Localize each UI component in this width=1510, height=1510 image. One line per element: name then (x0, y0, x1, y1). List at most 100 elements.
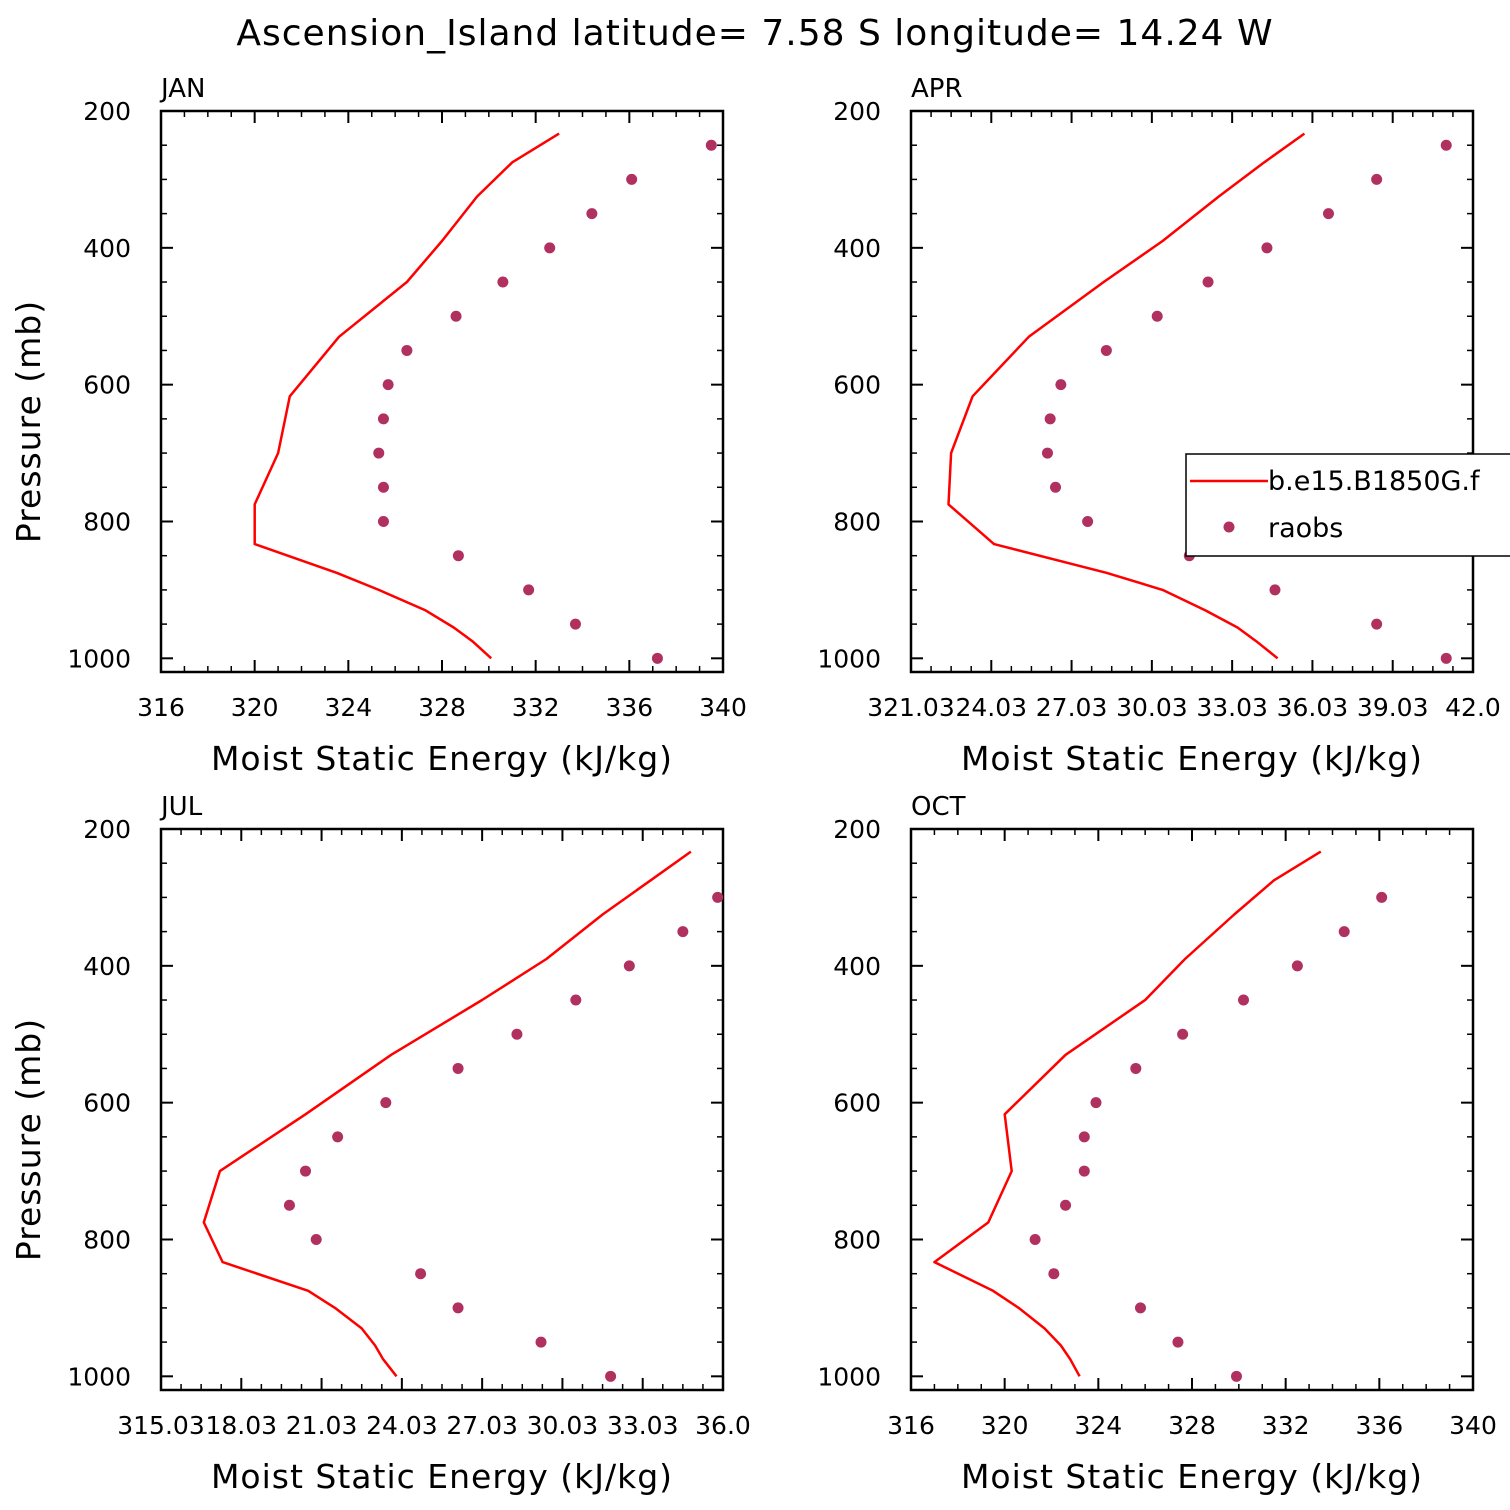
y-tick-label: 1000 (817, 644, 881, 673)
raobs-point (497, 276, 509, 288)
y-tick-label: 200 (83, 97, 131, 126)
y-tick-label: 600 (83, 1089, 131, 1118)
y-axis-label: Pressure (mb) (9, 1018, 48, 1261)
raobs-point (1371, 173, 1383, 185)
x-tick-label: 324 (1074, 1411, 1122, 1440)
raobs-point (310, 1233, 322, 1245)
plot-frame (909, 827, 1475, 1392)
raobs-point (1044, 413, 1056, 425)
raobs-point (415, 1268, 427, 1280)
raobs-point (1322, 208, 1334, 220)
raobs-point (1440, 139, 1452, 151)
x-tick-label: 336 (605, 693, 653, 722)
raobs-point (1261, 242, 1273, 254)
raobs-point (511, 1028, 523, 1040)
chart-title: Ascension_Island latitude= 7.58 S longit… (236, 13, 1273, 54)
y-tick-label: 400 (83, 952, 131, 981)
raobs-point (623, 960, 635, 972)
plot-frame (909, 109, 1475, 674)
x-tick-label: 33.03 (1196, 693, 1268, 722)
raobs-point (1371, 618, 1383, 630)
raobs-point (450, 310, 462, 322)
x-tick-label: 320 (231, 693, 279, 722)
x-axis-label: Moist Static Energy (kJ/kg) (961, 739, 1423, 778)
raobs-point (382, 379, 394, 391)
x-tick-label: 315.03 (117, 1411, 204, 1440)
panel-label: APR (911, 74, 963, 104)
legend: b.e15.B1850G.f raobs (1185, 453, 1510, 557)
raobs-point (1100, 344, 1112, 356)
raobs-point (1060, 1199, 1072, 1211)
raobs-point (1082, 515, 1094, 527)
raobs-point (1376, 891, 1388, 903)
y-tick-label: 800 (833, 1225, 881, 1254)
y-tick-label: 600 (833, 1089, 881, 1118)
x-tick-label: 321.03 (867, 693, 954, 722)
legend-model-label: b.e15.B1850G.f (1268, 466, 1481, 497)
legend-box (1185, 453, 1510, 557)
y-tick-label: 200 (833, 815, 881, 844)
x-tick-label: 332 (512, 693, 560, 722)
y-tick-label: 800 (83, 507, 131, 536)
raobs-point (1291, 960, 1303, 972)
x-tick-label: 30.03 (1116, 693, 1188, 722)
y-tick-label: 200 (833, 97, 881, 126)
raobs-point (651, 652, 663, 664)
raobs-point (377, 515, 389, 527)
y-tick-label: 200 (83, 815, 131, 844)
panel-label: JUL (159, 792, 203, 822)
x-tick-label: 39.03 (1357, 693, 1429, 722)
raobs-point (1041, 447, 1053, 459)
y-tick-label: 600 (833, 371, 881, 400)
x-tick-label: 316 (137, 693, 185, 722)
raobs-point (452, 1302, 464, 1314)
model-line (202, 850, 692, 1378)
raobs-point (1078, 1165, 1090, 1177)
raobs-point (1440, 652, 1452, 664)
x-tick-label: 24.03 (955, 693, 1027, 722)
legend-raobs-swatch (1223, 521, 1235, 533)
raobs-point (283, 1199, 295, 1211)
raobs-point (712, 891, 724, 903)
raobs-point (1151, 310, 1163, 322)
y-tick-label: 1000 (817, 1362, 881, 1391)
raobs-point (626, 173, 638, 185)
raobs-point (1055, 379, 1067, 391)
panel-label: OCT (911, 792, 966, 822)
y-axis-label: Pressure (mb) (9, 300, 48, 543)
x-tick-label: 36.0 (695, 1411, 751, 1440)
panels-container: JAN 316 320 324 328 332 336 340 200 400 600 800 1000… (9, 74, 1510, 1496)
raobs-point (705, 139, 717, 151)
legend-raobs-label: raobs (1268, 513, 1343, 544)
raobs-point (677, 926, 689, 938)
raobs-point (544, 242, 556, 254)
panel-oct: OCT 316 320 324 328 332 336 340 200 400 600 800 1000… (817, 792, 1496, 1496)
y-tick-label: 600 (83, 371, 131, 400)
x-tick-label: 42.0 (1445, 693, 1501, 722)
panel-label: JAN (159, 74, 205, 104)
raobs-point (377, 481, 389, 493)
raobs-point (1029, 1233, 1041, 1245)
raobs-point (1177, 1028, 1189, 1040)
raobs-point (373, 447, 385, 459)
raobs-point (586, 208, 598, 220)
panel-apr: APR 321.03 24.03 27.03 30.03 33.03 36.03 39.03 4… (817, 74, 1510, 778)
model-line (933, 850, 1322, 1377)
raobs-point (1078, 1131, 1090, 1143)
raobs-point (1048, 1268, 1060, 1280)
x-tick-label: 328 (1168, 1411, 1216, 1440)
y-tick-label: 800 (833, 507, 881, 536)
x-tick-label: 336 (1355, 1411, 1403, 1440)
x-tick-label: 320 (981, 1411, 1029, 1440)
raobs-point (452, 1062, 464, 1074)
x-tick-label: 332 (1262, 1411, 1310, 1440)
x-tick-label: 24.03 (366, 1411, 438, 1440)
y-tick-label: 800 (83, 1225, 131, 1254)
raobs-point (1230, 1370, 1242, 1382)
y-tick-label: 400 (83, 234, 131, 263)
raobs-point (1238, 994, 1250, 1006)
raobs-point (523, 584, 535, 596)
y-tick-label: 400 (833, 952, 881, 981)
raobs-point (1134, 1302, 1146, 1314)
